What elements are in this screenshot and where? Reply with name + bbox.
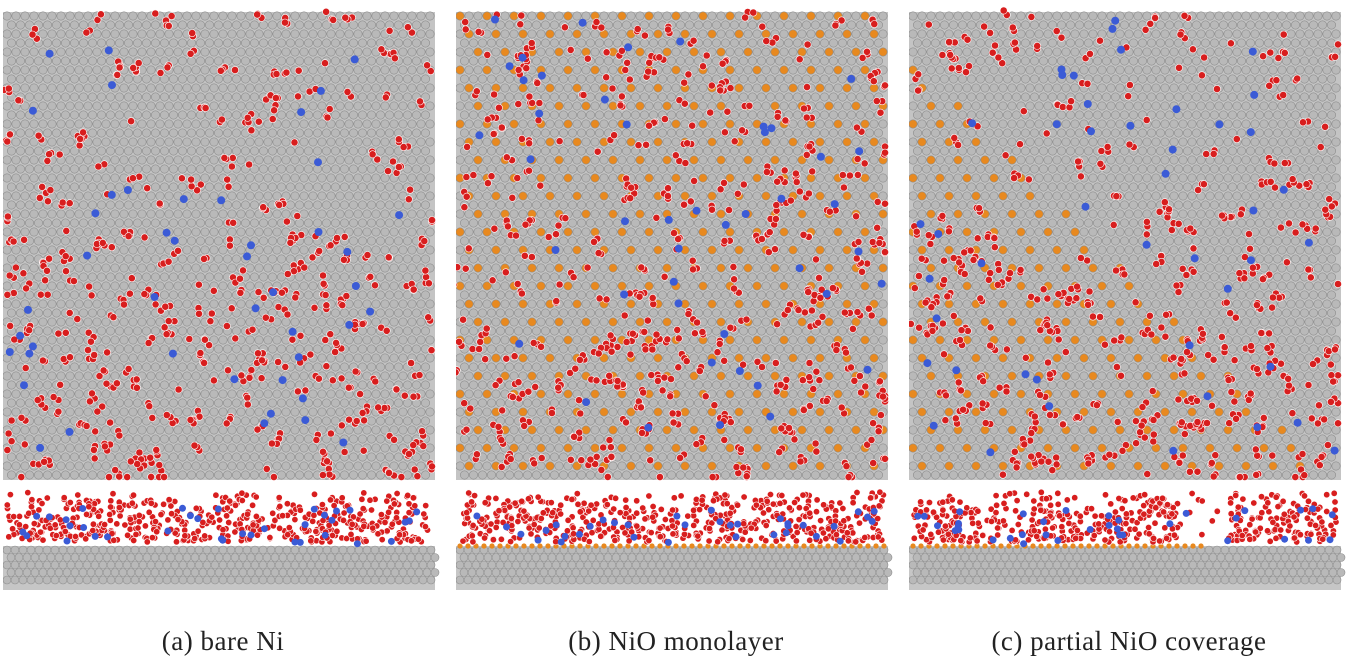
caption-a: (a) bare Ni <box>161 626 285 656</box>
panel-nio-monolayer: (b) NiO monolayer <box>456 0 896 670</box>
caption-c: (c) partial NiO coverage <box>991 626 1267 656</box>
caption-b: (b) NiO monolayer <box>568 626 784 656</box>
panel-c-image <box>909 6 1346 590</box>
panel-a-image <box>3 7 440 590</box>
panel-bare-ni: (a) bare Ni <box>3 0 443 670</box>
panel-b-image <box>456 8 893 590</box>
panel-partial-nio: (c) partial NiO coverage <box>909 0 1349 670</box>
